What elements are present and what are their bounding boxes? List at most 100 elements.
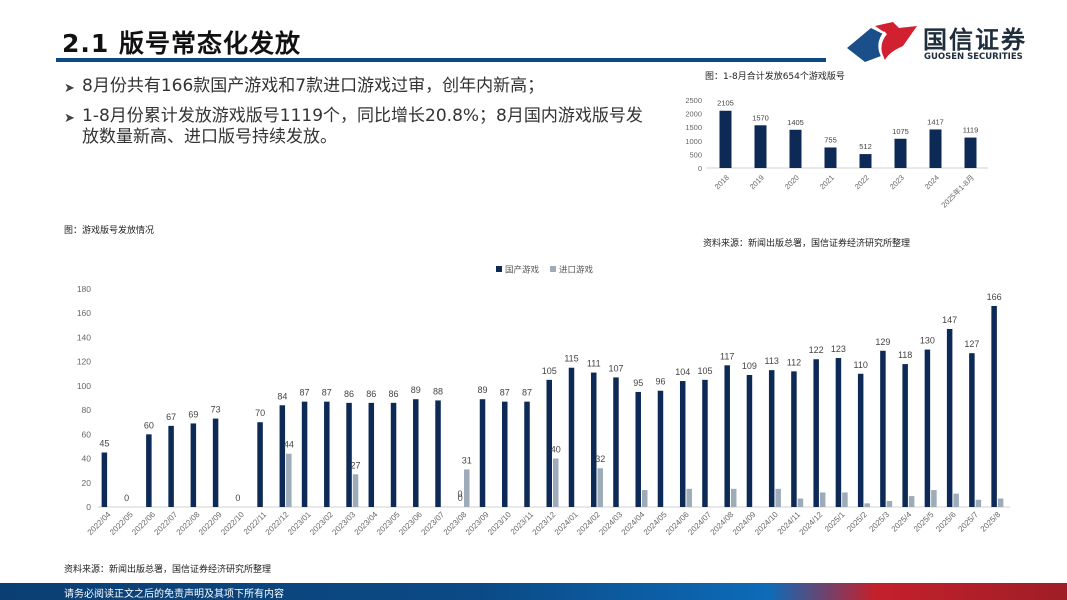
x-tick-label: 2024/04 [620,510,647,537]
y-tick-label: 100 [77,381,91,391]
data-label-domestic: 87 [522,388,532,398]
data-label: 512 [859,142,872,151]
data-label-domestic: 130 [920,336,935,346]
x-tick-label: 2024/12 [798,510,825,537]
bar-domestic [301,401,308,507]
bar-domestic [635,391,641,507]
bar-domestic [590,372,597,507]
bar-imported [953,493,959,507]
x-tick-label: 2022/07 [152,510,179,537]
data-label: 1405 [787,118,804,127]
x-tick-label: 2024/10 [753,510,780,537]
data-label-imported: 31 [462,455,472,465]
bullet-text: 8月份共有166款国产游戏和7款进口游戏过审，创年内新高； [82,76,545,96]
data-label: 1075 [892,127,909,136]
bar-domestic [190,423,197,507]
data-label-domestic: 87 [500,388,510,398]
bar-domestic [502,401,508,507]
bullet-list: ➤ 8月份共有166款国产游戏和7款进口游戏过审，创年内新高； ➤ 1-8月份累… [64,76,644,155]
bullet-item: ➤ 1-8月份累计发放游戏版号1119个，同比增长20.8%；8月国内游戏版号发… [64,106,644,148]
x-tick-label: 2023 [888,173,906,191]
bar-domestic [390,402,397,507]
bar-imported [908,496,915,507]
data-label-imported: 40 [551,445,561,455]
bar-domestic [835,358,842,507]
bar-domestic [946,328,953,507]
logo-chinese-name: 国信证券 [923,26,1027,54]
data-label-domestic: 84 [277,391,287,401]
data-label-domestic: 117 [720,351,734,361]
bar-domestic [546,379,552,507]
monthly-license-bar-chart: 国产游戏 进口游戏 0 20 40 60 80 100 120 140 160 180 45 2022/0… [77,265,1010,537]
data-label-domestic: 127 [964,339,979,349]
data-label-domestic: 95 [633,378,643,388]
y-tick-label: 500 [689,150,702,159]
data-label: 1570 [752,113,769,122]
bar-imported [352,474,359,507]
y-tick-label: 40 [82,454,92,464]
data-label-domestic: 86 [389,389,399,399]
bar [964,137,977,168]
bullet-text: 1-8月份累计发放游戏版号1119个，同比增长20.8%；8月国内游戏版号发放数… [82,106,643,147]
x-tick-label: 2019 [748,173,766,191]
x-tick-label: 2022/09 [197,510,224,537]
bar-imported [975,499,982,507]
x-tick-label: 2022/04 [86,510,113,537]
x-tick-label: 2023/05 [375,510,402,537]
data-label-domestic: 69 [188,409,198,419]
y-tick-label: 160 [77,308,91,318]
x-tick-label: 2024/08 [709,510,736,537]
page-title: 2.1 版号常态化发放 [62,29,301,58]
legend-swatch-domestic [496,266,502,272]
data-label-domestic: 166 [987,292,1002,302]
bar-imported [886,500,893,507]
bar-imported [842,492,848,507]
bar-domestic [413,399,419,507]
data-label-domestic: 104 [675,367,690,377]
data-label-domestic: 110 [853,360,867,370]
small-figure-source: 资料来源：新闻出版总署，国信证券经济研究所整理 [703,239,911,249]
y-tick-label: 2500 [685,96,702,105]
bar [789,129,802,168]
bar-domestic [168,425,174,507]
bar-domestic [702,379,708,507]
bar-domestic [212,418,219,507]
data-label-domestic: 89 [478,385,488,395]
title-underline [56,58,826,62]
bar-imported [797,498,804,507]
bar-domestic [613,377,619,507]
bar [754,125,767,168]
bar-domestic [524,401,530,507]
data-label-domestic: 96 [655,377,665,387]
x-tick-label: 2024 [923,173,941,191]
x-tick-label: 2021 [818,173,836,191]
bar [894,138,907,168]
bar-domestic [880,350,886,507]
bar-imported [775,488,781,507]
data-label: 2105 [717,99,734,108]
logo-english-name: GUOSEN SECURITIES [924,52,1023,62]
bar [824,147,837,168]
x-tick-label: 2024/06 [664,510,691,537]
bar-domestic [324,401,330,507]
bar-domestic [857,373,864,507]
data-label-domestic: 0 [235,493,240,503]
data-label-domestic: 105 [697,366,712,376]
x-tick-label: 2023/10 [486,510,513,537]
bar-imported [641,490,648,507]
data-label-domestic: 123 [831,344,846,354]
y-tick-label: 60 [82,429,92,439]
bar [929,129,942,168]
x-tick-label: 2025/7 [956,510,980,534]
bar-imported [464,469,470,507]
chart-legend: 国产游戏 进口游戏 [496,265,594,275]
arrow-bullet-icon: ➤ [64,111,75,126]
bar-imported [686,488,692,507]
x-tick-label: 2020 [783,173,801,191]
data-label-domestic: 73 [211,405,221,415]
legend-label-domestic: 国产游戏 [505,265,540,275]
legend-label-imported: 进口游戏 [559,265,594,275]
bar [719,110,732,168]
bar-domestic [568,367,575,507]
annual-license-bar-chart: 0 500 1000 1500 2000 2500 2105 2018 1570 2019 1405… [685,96,988,209]
